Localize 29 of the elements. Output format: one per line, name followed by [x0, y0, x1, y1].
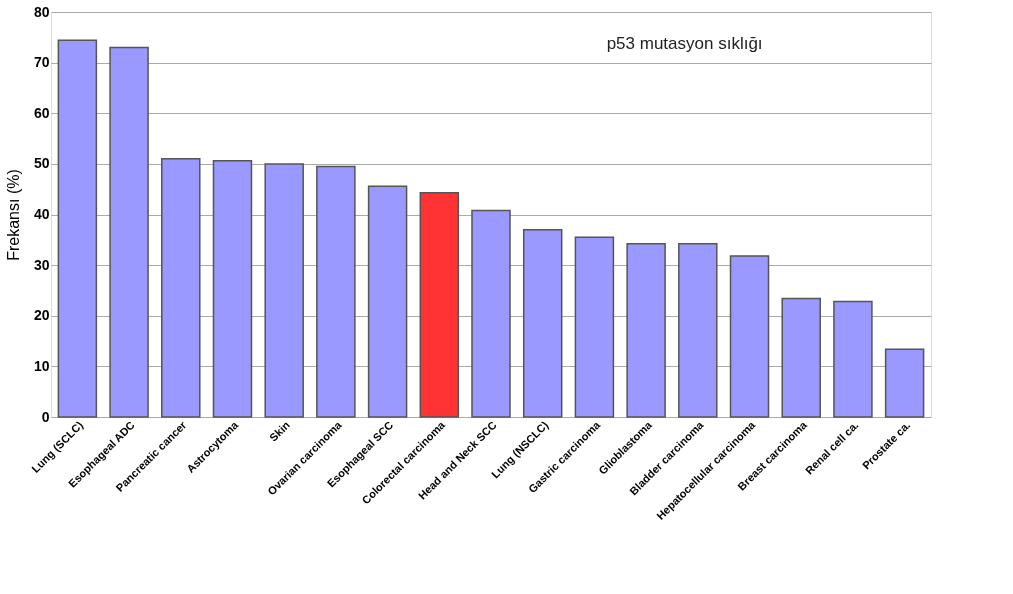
bar: [264, 163, 304, 418]
y-tick-label: 60: [33, 104, 50, 121]
bar: [419, 191, 460, 418]
text: p53 mutasyon sıklığı: [606, 34, 763, 53]
y-tick-label: 20: [33, 307, 50, 324]
bar: [729, 255, 770, 418]
y-tick-label: 0: [41, 408, 50, 425]
bar: [522, 228, 563, 418]
bar: [574, 236, 615, 418]
bar: [678, 243, 718, 418]
bar: [212, 160, 253, 418]
x-tick-label: Skin: [267, 418, 293, 444]
y-tick-label: 40: [33, 206, 50, 222]
y-tick-label: 70: [33, 54, 50, 71]
y-tick-label: 50: [33, 155, 50, 172]
bar: [781, 297, 821, 418]
bar: [316, 165, 356, 418]
bar: [884, 348, 925, 418]
y-axis-title: Frekansı (%): [4, 169, 22, 261]
y-tick-label: 10: [33, 357, 50, 374]
y-tick-label: 80: [33, 3, 50, 20]
bar: [833, 300, 873, 418]
bar: [626, 243, 666, 418]
bar: [109, 46, 149, 418]
bar: [161, 158, 201, 418]
bar: [57, 39, 98, 418]
y-tick-label: 30: [33, 256, 50, 273]
bar: [367, 185, 408, 418]
bar: [471, 209, 511, 418]
